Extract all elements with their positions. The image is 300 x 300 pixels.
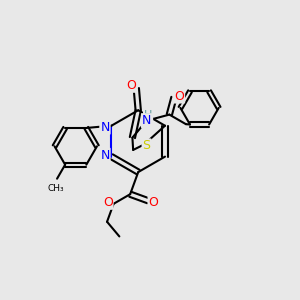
Text: N: N — [100, 149, 110, 162]
Text: O: O — [148, 196, 158, 209]
Text: O: O — [174, 90, 184, 103]
Text: CH₃: CH₃ — [47, 184, 64, 193]
Text: O: O — [103, 196, 112, 209]
Text: H: H — [144, 110, 152, 120]
Text: O: O — [126, 79, 136, 92]
Text: N: N — [100, 121, 110, 134]
Text: S: S — [142, 140, 151, 152]
Text: N: N — [142, 114, 151, 127]
